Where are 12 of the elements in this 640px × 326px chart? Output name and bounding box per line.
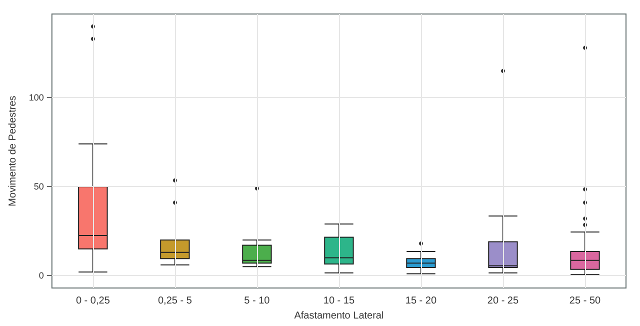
x-tick-label: 20 - 25: [487, 296, 519, 306]
y-tick-label: 100: [28, 92, 44, 103]
x-axis-title: Afastamento Lateral: [294, 310, 384, 322]
x-tick-label: 0 - 0,25: [76, 296, 110, 306]
y-tick-label: 0: [38, 270, 44, 281]
x-tick-label: 10 - 15: [323, 296, 355, 306]
x-tick-label: 25 - 50: [569, 296, 601, 306]
x-tick-label: 0,25 - 5: [158, 296, 192, 306]
y-tick-label: 50: [34, 182, 44, 192]
y-axis-title: Movimento de Pedestres: [8, 96, 18, 206]
x-tick-label: 15 - 20: [405, 296, 437, 306]
x-tick-label: 5 - 10: [244, 296, 270, 306]
